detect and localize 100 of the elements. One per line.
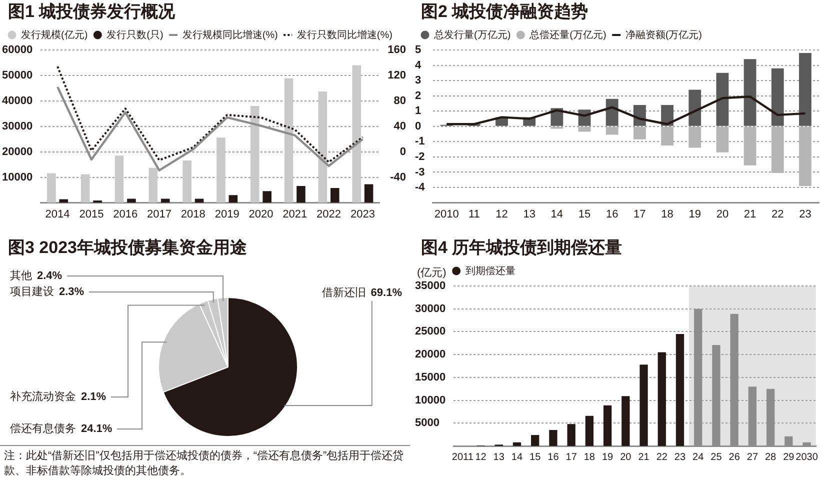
y-tick-label: 20000 [415,348,446,361]
slice-label: 补充流动资金 [10,390,76,404]
y-tick-label: 30000 [415,302,446,315]
x-tick-label: 2014 [45,208,70,220]
bar [114,156,124,203]
bar [771,126,784,174]
y-tick-label: 20000 [2,146,33,158]
x-tick-label: 18 [661,208,674,220]
bar [364,184,374,203]
y-tick-label: 1 [415,105,422,118]
x-tick-label: 21 [638,452,650,463]
data-label: 69.1% [370,287,402,300]
x-tick-label: 12 [496,208,508,220]
bar [284,78,294,203]
x-tick-label: 13 [523,208,536,220]
x-tick-label: 2030 [796,452,818,463]
y-tick-label: 4 [415,59,422,72]
x-tick-label: 12 [475,452,487,463]
bar [661,126,674,146]
x-tick-label: 20 [716,208,729,220]
bar [352,65,361,203]
bar [549,430,558,446]
x-tick-label: 13 [493,452,505,463]
y-tick-label: 60000 [2,44,33,56]
x-tick-label: 26 [728,452,740,463]
bar [216,138,226,203]
x-tick-label: 19 [688,208,701,220]
chart-title: 图1 城投债券发行概况 [7,1,176,23]
y-tick-label: 25000 [415,326,446,338]
x-tick-label: 2011 [452,452,474,463]
bar [228,195,238,203]
bar [606,98,618,126]
slice-label: 偿还有息债务 [10,422,76,436]
legend-label: 净融资额(万亿元) [625,28,702,41]
y-tick-label: -4 [415,182,426,194]
data-label: 2.1% [81,391,106,404]
x-tick-label: 2015 [79,208,104,220]
x-tick-label: 2018 [180,208,206,220]
x-tick-label: 19 [602,452,614,463]
chart-title: 图3 2023年城投债募集资金用途 [7,237,248,259]
x-tick-label: 2020 [248,208,274,220]
y-tick-label: 10000 [2,171,33,184]
x-tick-label: 28 [764,452,777,463]
bar [640,364,648,446]
y-tick-label: 0 [415,120,422,132]
slice-label: 项目建设 [10,285,54,298]
bar [148,168,158,203]
bar [658,352,666,446]
bar [182,160,192,203]
y-tick-label: 2 [415,90,422,102]
y-tick-label: 40000 [2,94,33,107]
y-tick-label: 3 [415,74,422,87]
bar [47,173,56,203]
legend-label: 到期偿还量 [465,264,516,277]
y-tick-label: -2 [415,150,425,163]
bar [578,126,591,132]
legend-label: 发行只数同比增速(%) [296,28,392,41]
text: 注：此处“借新还旧”仅包括用于偿还城投债的债券，“偿还有息债务”包括用于偿还贷款、非标借款等除城投债的其他债务。 [0,445,410,479]
x-tick-label: 15 [530,452,542,463]
bar [799,126,812,186]
x-tick-label: 21 [744,208,756,220]
x-tick-label: 16 [548,452,560,463]
y2-tick-label: 0 [400,146,406,158]
bar [716,72,729,126]
legend-label: 发行规模同比增速(%) [182,28,278,41]
chart-title: 图2 城投债净融资趋势 [420,1,590,23]
y-tick-label: -1 [415,136,425,148]
slice-label: 其他 [10,269,32,282]
y-tick-label: 10000 [415,394,446,406]
x-tick-label: 18 [584,452,596,463]
y-tick-label: -3 [415,166,425,178]
x-tick-label: 20 [620,452,632,463]
y2-tick-label: 160 [388,44,406,56]
bar [296,186,306,203]
y-tick-label: 15000 [415,371,446,384]
legend-label: 总发行量(万亿元) [433,28,511,41]
data-label: 2.3% [59,286,84,298]
x-tick-label: 2023 [350,208,375,220]
x-tick-label: 11 [468,208,480,220]
y-tick-label: 30000 [2,120,33,132]
bar [531,435,540,446]
line-series [56,66,364,164]
y-tick-label: 50000 [2,70,33,82]
x-tick-label: 17 [566,452,578,463]
y-tick-label: 5 [415,44,422,56]
bar [606,126,618,135]
y-tick-label: 5000 [415,417,440,430]
bar [633,126,646,140]
bar [80,174,90,203]
x-tick-label: 22 [656,452,668,463]
bar [676,334,684,446]
x-tick-label: 27 [746,452,758,463]
y2-tick-label: 40 [394,120,406,132]
data-label: 2.4% [37,270,62,282]
bar [318,92,328,203]
x-tick-label: 14 [550,208,564,220]
x-tick-label: 25 [710,452,722,463]
y2-tick-label: 80 [394,94,406,107]
legend-label: 发行规模(亿元) [21,28,88,41]
bar [771,68,784,126]
